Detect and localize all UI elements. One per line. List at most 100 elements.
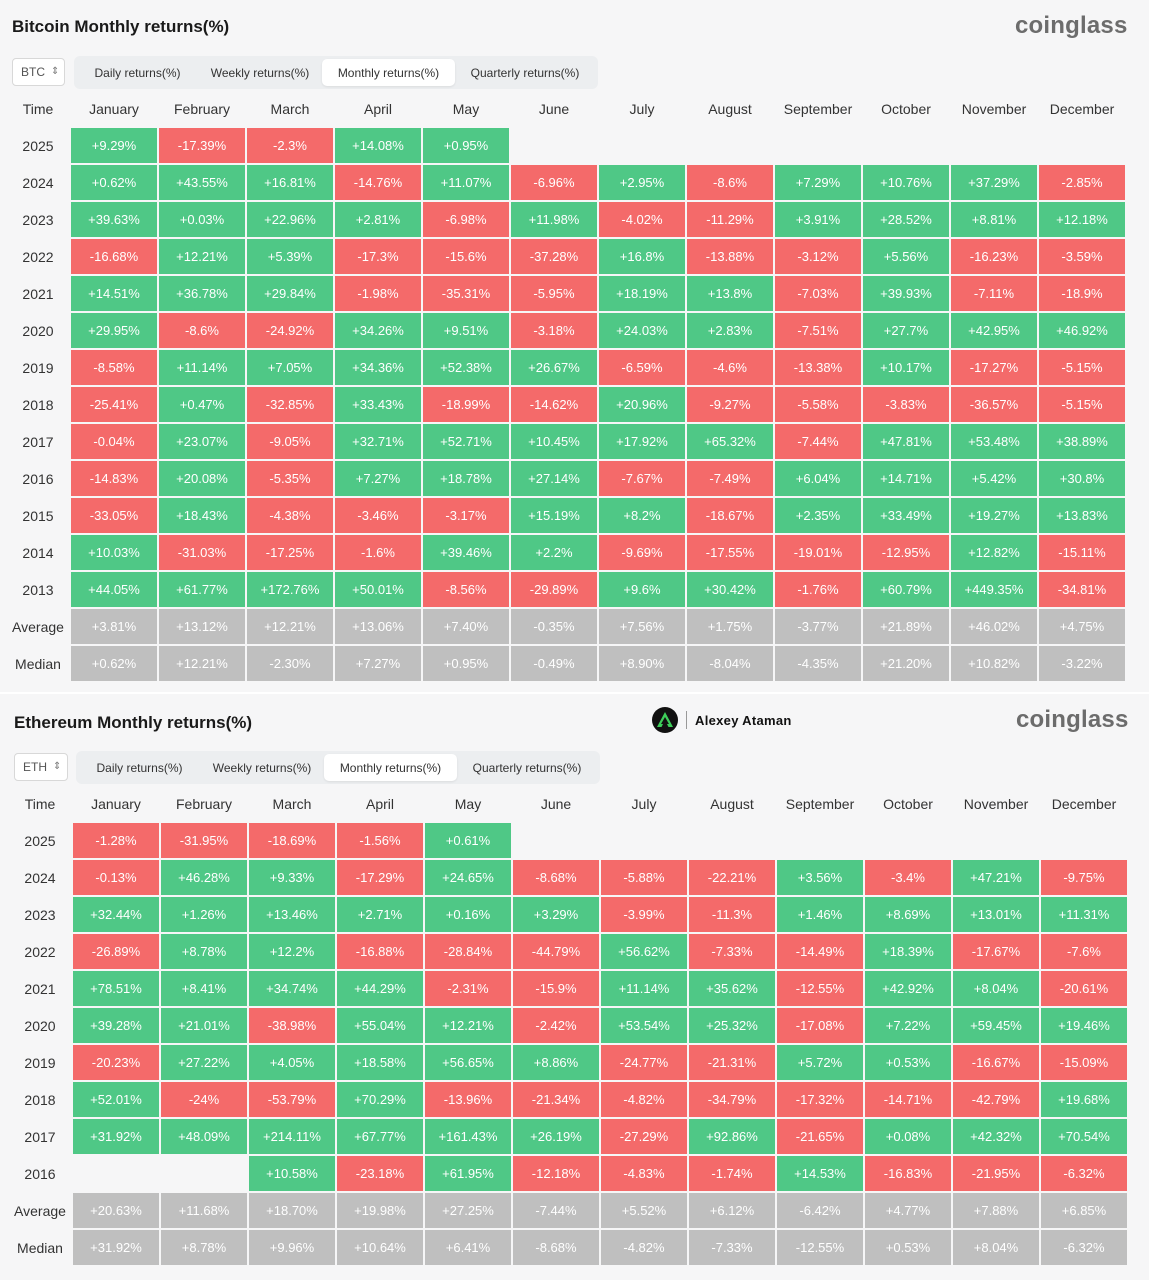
empty-cell: [513, 823, 599, 858]
return-cell: -7.44%: [513, 1193, 599, 1228]
return-cell: -4.82%: [601, 1082, 687, 1117]
return-cell: -18.69%: [249, 823, 335, 858]
return-cell: -44.79%: [513, 934, 599, 969]
asset-selector[interactable]: BTC ⇕: [12, 58, 65, 86]
period-tabs: Daily returns(%) Weekly returns(%) Month…: [76, 751, 600, 784]
tab-weekly-returns[interactable]: Weekly returns(%): [212, 760, 312, 775]
return-cell: +48.09%: [161, 1119, 247, 1154]
return-cell: +14.71%: [863, 461, 949, 496]
return-cell: -4.6%: [687, 350, 773, 385]
return-cell: +14.08%: [335, 128, 421, 163]
return-cell: -8.58%: [71, 350, 157, 385]
return-cell: +9.6%: [599, 572, 685, 607]
header-august: August: [708, 100, 752, 117]
return-cell: +449.35%: [951, 572, 1037, 607]
return-cell: +16.8%: [599, 239, 685, 274]
return-cell: -5.15%: [1039, 350, 1125, 385]
return-cell: +15.19%: [511, 498, 597, 533]
return-cell: +46.02%: [951, 609, 1037, 644]
return-cell: -7.49%: [687, 461, 773, 496]
return-cell: +30.42%: [687, 572, 773, 607]
header-january: January: [89, 100, 139, 117]
return-cell: -18.99%: [423, 387, 509, 422]
return-cell: +13.01%: [953, 897, 1039, 932]
return-cell: +18.58%: [337, 1045, 423, 1080]
asset-selector[interactable]: ETH ⇕: [14, 753, 68, 781]
header-june: June: [538, 100, 570, 117]
empty-cell: [689, 823, 775, 858]
author-watermark: Alexey Ataman: [652, 707, 792, 733]
return-cell: -8.04%: [687, 646, 773, 681]
return-cell: +42.92%: [865, 971, 951, 1006]
return-cell: +0.47%: [159, 387, 245, 422]
return-cell: +34.26%: [335, 313, 421, 348]
return-cell: +2.95%: [599, 165, 685, 200]
year-row: 2016 +10.58% -23.18% +61.95% -12.18% -4.83% -1…: [9, 1156, 1127, 1191]
return-cell: -14.49%: [777, 934, 863, 969]
return-cell: +11.14%: [159, 350, 245, 385]
return-cell: -21.31%: [689, 1045, 775, 1080]
year-row: 2018 -25.41% +0.47% -32.85% +33.43% -18.99% -1…: [7, 387, 1125, 422]
median-row: Median +31.92% +8.78% +9.96% +10.64% +6.41% -8…: [9, 1230, 1127, 1265]
return-cell: +10.45%: [511, 424, 597, 459]
tab-monthly-returns[interactable]: Monthly returns(%): [324, 754, 457, 781]
header-time: Time: [24, 795, 56, 812]
return-cell: +11.07%: [423, 165, 509, 200]
header-october: October: [881, 100, 931, 117]
empty-cell: [775, 128, 861, 163]
return-cell: +13.8%: [687, 276, 773, 311]
return-cell: +2.2%: [511, 535, 597, 570]
tab-daily-returns[interactable]: Daily returns(%): [94, 65, 181, 80]
tab-monthly-returns[interactable]: Monthly returns(%): [322, 59, 455, 86]
return-cell: -3.17%: [423, 498, 509, 533]
tab-weekly-returns[interactable]: Weekly returns(%): [210, 65, 310, 80]
return-cell: -18.67%: [687, 498, 773, 533]
header-september: September: [785, 795, 855, 812]
header-april: April: [363, 100, 392, 117]
return-cell: +61.95%: [425, 1156, 511, 1191]
return-cell: -12.55%: [777, 1230, 863, 1265]
return-cell: +0.08%: [865, 1119, 951, 1154]
return-cell: -25.41%: [71, 387, 157, 422]
return-cell: +10.82%: [951, 646, 1037, 681]
row-label: Average: [14, 1202, 66, 1219]
return-cell: +7.22%: [865, 1008, 951, 1043]
return-cell: -6.59%: [599, 350, 685, 385]
return-cell: +56.62%: [601, 934, 687, 969]
return-cell: +172.76%: [247, 572, 333, 607]
return-cell: -35.31%: [423, 276, 509, 311]
row-label: Average: [12, 618, 64, 635]
tab-quarterly-returns[interactable]: Quarterly returns(%): [470, 65, 580, 80]
row-label: 2019: [22, 359, 54, 376]
return-cell: -16.67%: [953, 1045, 1039, 1080]
return-cell: -17.39%: [159, 128, 245, 163]
return-cell: +12.2%: [249, 934, 335, 969]
return-cell: +20.08%: [159, 461, 245, 496]
return-cell: +0.95%: [423, 128, 509, 163]
row-label: 2024: [22, 174, 54, 191]
return-cell: +10.64%: [337, 1230, 423, 1265]
return-cell: -27.29%: [601, 1119, 687, 1154]
return-cell: +8.81%: [951, 202, 1037, 237]
return-cell: +44.05%: [71, 572, 157, 607]
return-cell: +21.89%: [863, 609, 949, 644]
return-cell: +7.88%: [953, 1193, 1039, 1228]
return-cell: +55.04%: [337, 1008, 423, 1043]
return-cell: +12.21%: [159, 646, 245, 681]
header-july: July: [629, 100, 655, 117]
tab-quarterly-returns[interactable]: Quarterly returns(%): [472, 760, 582, 775]
return-cell: +5.39%: [247, 239, 333, 274]
empty-cell: [1039, 128, 1125, 163]
header-march: March: [272, 795, 312, 812]
return-cell: +92.86%: [689, 1119, 775, 1154]
return-cell: -3.77%: [775, 609, 861, 644]
row-label: 2023: [22, 211, 54, 228]
year-row: 2014 +10.03% -31.03% -17.25% -1.6% +39.46% +2.…: [7, 535, 1125, 570]
return-cell: +31.92%: [73, 1230, 159, 1265]
return-cell: -17.55%: [687, 535, 773, 570]
tab-daily-returns[interactable]: Daily returns(%): [96, 760, 183, 775]
header-october: October: [883, 795, 933, 812]
return-cell: +4.77%: [865, 1193, 951, 1228]
return-cell: -5.35%: [247, 461, 333, 496]
row-label: 2018: [24, 1091, 56, 1108]
